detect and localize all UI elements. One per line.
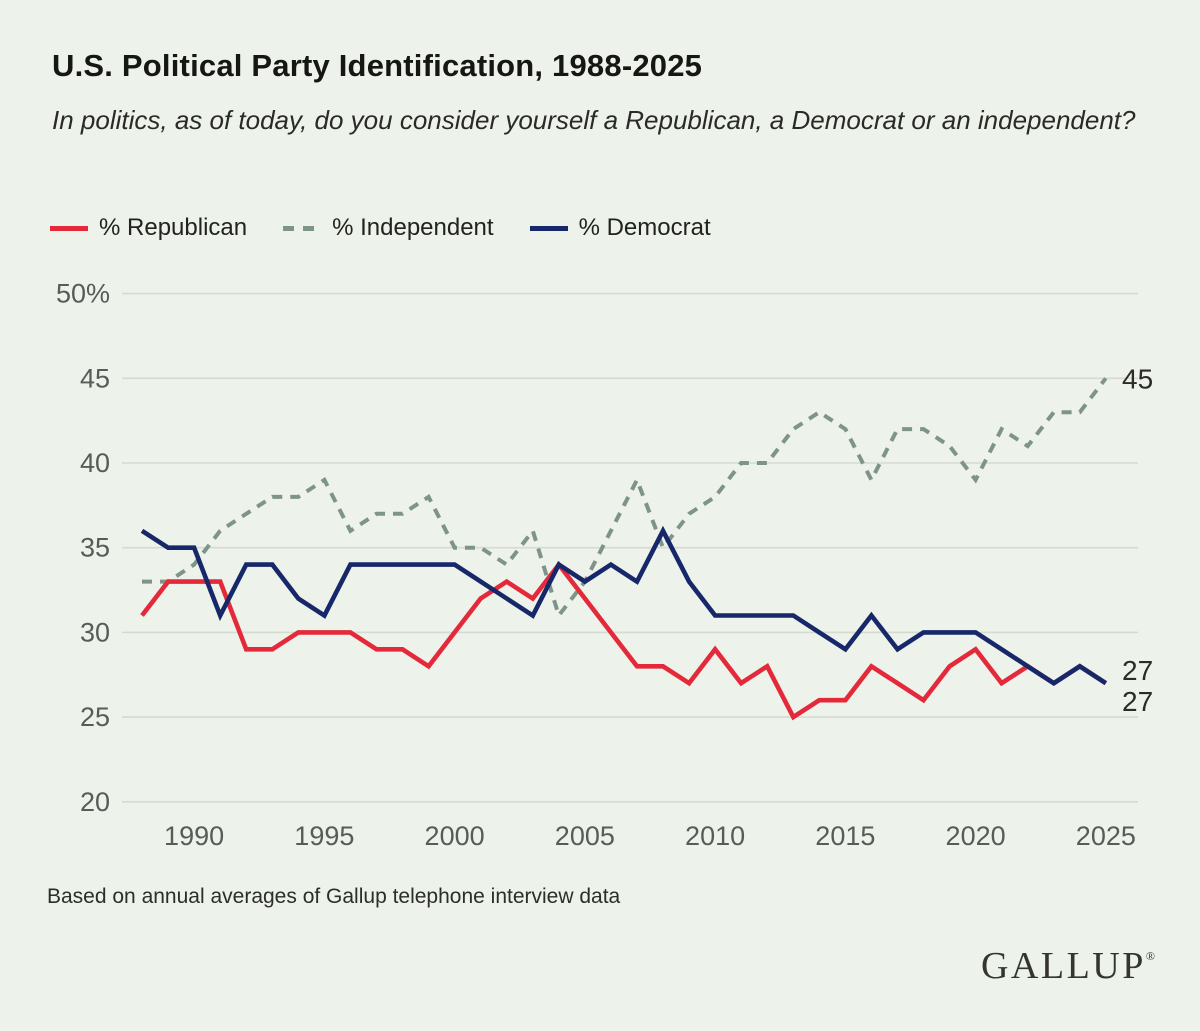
y-axis-tick-label: 45: [80, 363, 110, 393]
chart-legend: % Republican % Independent % Democrat: [50, 214, 711, 242]
independent-line-swatch: [283, 225, 322, 231]
x-axis-tick-label: 2020: [946, 821, 1006, 851]
x-axis-tick-label: 2025: [1076, 821, 1136, 851]
gallup-logo: GALLUP®: [980, 945, 1155, 987]
y-axis-tick-label: 40: [80, 448, 110, 478]
x-axis-tick-label: 1995: [294, 821, 354, 851]
end-label-republican-line: 27: [1122, 686, 1153, 717]
republican-line-swatch: [50, 225, 88, 231]
independent-line: [142, 377, 1108, 620]
y-axis-tick-label: 35: [80, 533, 110, 563]
legend-label-democrat: % Democrat: [578, 214, 711, 241]
legend-item-democrat: % Democrat: [529, 214, 711, 242]
y-axis-tick-label: 25: [80, 702, 110, 732]
page-title: U.S. Political Party Identification, 198…: [52, 48, 703, 83]
y-axis-tick-label: 20: [80, 787, 110, 817]
x-axis-tick-label: 2000: [425, 821, 485, 851]
x-axis-tick-label: 1990: [164, 821, 224, 851]
y-axis-tick-label: 50%: [56, 279, 110, 309]
legend-item-republican: % Republican: [50, 214, 247, 242]
registered-mark: ®: [1145, 949, 1155, 963]
end-label-independent-line: 45: [1122, 363, 1153, 394]
x-axis-tick-label: 2010: [685, 821, 745, 851]
legend-label-independent: % Independent: [332, 214, 494, 241]
republican-line: [140, 560, 1108, 721]
legend-item-independent: % Independent: [283, 214, 494, 242]
legend-label-republican: % Republican: [99, 214, 248, 241]
democrat-line-swatch: [529, 225, 568, 231]
chart-subtitle-question: In politics, as of today, do you conside…: [52, 105, 1136, 135]
end-label-democrat-line: 27: [1122, 655, 1153, 686]
y-axis-tick-label: 30: [80, 617, 110, 647]
source-note: Based on annual averages of Gallup telep…: [47, 885, 621, 908]
x-axis-tick-label: 2015: [815, 821, 875, 851]
democrat-line: [140, 525, 1108, 686]
x-axis-tick-label: 2005: [555, 821, 615, 851]
